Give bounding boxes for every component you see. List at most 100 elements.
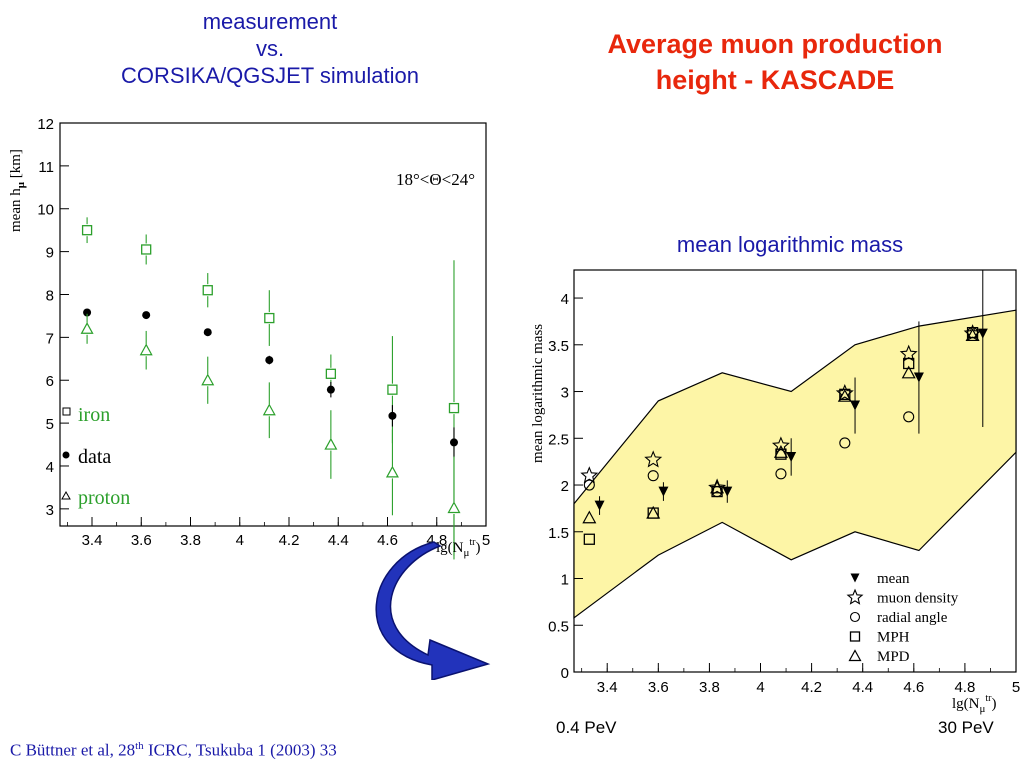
y-tick-label: 1.5 bbox=[548, 525, 569, 542]
MPD-point bbox=[710, 480, 725, 494]
mean-point bbox=[786, 451, 797, 462]
legend-MPD-marker bbox=[848, 649, 862, 662]
iron-marker-bg bbox=[386, 383, 399, 396]
radial-angle-point bbox=[583, 479, 595, 491]
arrow-shape bbox=[375, 541, 491, 680]
proton-marker-bg bbox=[263, 404, 276, 417]
proton-point bbox=[324, 437, 338, 450]
legend-MPH-marker bbox=[849, 631, 861, 642]
x-tick-label: 4.8 bbox=[954, 679, 975, 696]
legend-MPH: MPH bbox=[877, 630, 910, 646]
y-tick-label: 9 bbox=[46, 245, 54, 262]
x-tick-label: 4.2 bbox=[279, 532, 300, 549]
muon-density-point bbox=[708, 478, 727, 496]
x-tick-label: 3.8 bbox=[180, 532, 201, 549]
legend-radial-angle: radial angle bbox=[877, 610, 948, 626]
x-tick-label: 3.8 bbox=[699, 679, 720, 696]
x-axis-label: lg(Nμtr) bbox=[952, 693, 997, 715]
x-tick-label: 5 bbox=[482, 532, 490, 549]
y-tick-label: 4 bbox=[46, 459, 54, 476]
y-tick-label: 6 bbox=[46, 373, 54, 390]
iron-marker-bg bbox=[324, 367, 337, 380]
legend-iron: iron bbox=[78, 404, 110, 426]
x-tick-label: 4 bbox=[236, 532, 244, 549]
legend-mean: mean bbox=[877, 571, 910, 587]
y-tick-label: 0.5 bbox=[548, 618, 569, 635]
legend-data: data bbox=[78, 446, 111, 468]
mean-point bbox=[658, 486, 669, 497]
legend-proton-marker bbox=[61, 490, 71, 500]
proton-point bbox=[139, 343, 153, 356]
mlm-section-title: mean logarithmic mass bbox=[676, 232, 904, 257]
legend-mean-marker bbox=[850, 573, 860, 583]
y-tick-label: 3.5 bbox=[548, 338, 569, 355]
legend-radial-angle-marker bbox=[849, 611, 861, 623]
data-point bbox=[203, 328, 212, 337]
legend: mean muon density radial angle MPH MPD bbox=[846, 571, 959, 665]
legend-muon-density-marker bbox=[846, 588, 864, 605]
iron-point bbox=[81, 225, 93, 236]
proton-marker-bg bbox=[447, 501, 460, 514]
data-point bbox=[326, 385, 335, 394]
muon-density-point bbox=[835, 383, 854, 402]
x-tick-label: 4 bbox=[756, 679, 764, 696]
left-title: measurement vs. CORSIKA/QGSJET simulatio… bbox=[40, 8, 500, 89]
MPD-point bbox=[773, 445, 788, 458]
y-tick-label: 8 bbox=[46, 287, 54, 304]
iron-point bbox=[141, 244, 152, 255]
y-axis-label: mean hμ [km] bbox=[8, 149, 27, 232]
y-axis-label: mean logarithmic mass bbox=[530, 324, 546, 463]
curved-arrow bbox=[375, 541, 491, 680]
iron-marker-bg bbox=[447, 402, 460, 415]
radial-angle-point bbox=[839, 437, 851, 449]
y-tick-label: 10 bbox=[37, 202, 54, 219]
citation-text-end: ICRC, Tsukuba 1 (2003) 33 bbox=[143, 740, 337, 760]
left-title-line-1: measurement bbox=[202, 9, 338, 34]
radial-angle-point bbox=[903, 411, 915, 423]
plot-frame bbox=[59, 122, 487, 527]
iron-marker-bg bbox=[140, 243, 153, 256]
y-tick-label: 0 bbox=[561, 665, 569, 682]
MPD-point bbox=[901, 365, 916, 379]
x-tick-label: 4.4 bbox=[328, 532, 349, 549]
x-axis-label: lg(Nμtr) bbox=[436, 537, 481, 559]
angle-annotation: 18°<Θ<24° bbox=[396, 170, 475, 189]
muon-density-point bbox=[580, 466, 599, 484]
proton-marker-bg bbox=[201, 374, 214, 387]
left-title-line-2: vs. bbox=[255, 36, 285, 61]
data-marks bbox=[80, 217, 461, 560]
proton-marker-bg bbox=[324, 438, 337, 451]
citation: C Büttner et al, 28th ICRC, Tsukuba 1 (2… bbox=[10, 740, 337, 761]
y-tick-label: 2 bbox=[561, 478, 569, 495]
MPD-point bbox=[646, 505, 661, 519]
MPH-point bbox=[775, 448, 787, 460]
proton-point bbox=[385, 465, 399, 478]
iron-point bbox=[387, 384, 398, 395]
data-marks bbox=[580, 270, 988, 545]
energy-high-label: 30 PeV bbox=[938, 718, 994, 737]
iron-point bbox=[264, 312, 275, 324]
y-tick-label: 3 bbox=[46, 502, 54, 519]
muon-density-point bbox=[644, 450, 663, 468]
mean-log-mass-chart: 3.4 3.6 3.8 4 4.2 4.4 4.6 4.8 5 0 0.5 1 1.5 2 2.5 3 3.5 4… bbox=[530, 269, 1020, 715]
legend-MPD: MPD bbox=[877, 649, 910, 665]
legend-data-marker bbox=[62, 451, 70, 459]
x-tick-label: 4.2 bbox=[801, 679, 822, 696]
y-tick-label: 12 bbox=[37, 116, 54, 133]
proton-marker-bg bbox=[386, 466, 399, 479]
x-tick-label: 4.4 bbox=[852, 679, 873, 696]
data-point bbox=[265, 356, 274, 365]
y-tick-label: 5 bbox=[46, 416, 54, 433]
axis-ticks: 3.4 3.6 3.8 4 4.2 4.4 4.6 4.8 5 0 0.5 1 1.5 2 2.5 3 3.5 4 bbox=[548, 291, 1020, 696]
proton-point bbox=[201, 373, 215, 386]
MPH-point bbox=[903, 357, 915, 370]
iron-point bbox=[448, 402, 460, 414]
legend: iron data proton bbox=[61, 404, 130, 509]
mean-point bbox=[594, 500, 605, 511]
iron-point bbox=[202, 285, 213, 296]
energy-low-label: 0.4 PeV bbox=[556, 718, 617, 737]
MPH-point bbox=[583, 533, 595, 545]
legend-iron-marker bbox=[62, 407, 71, 416]
